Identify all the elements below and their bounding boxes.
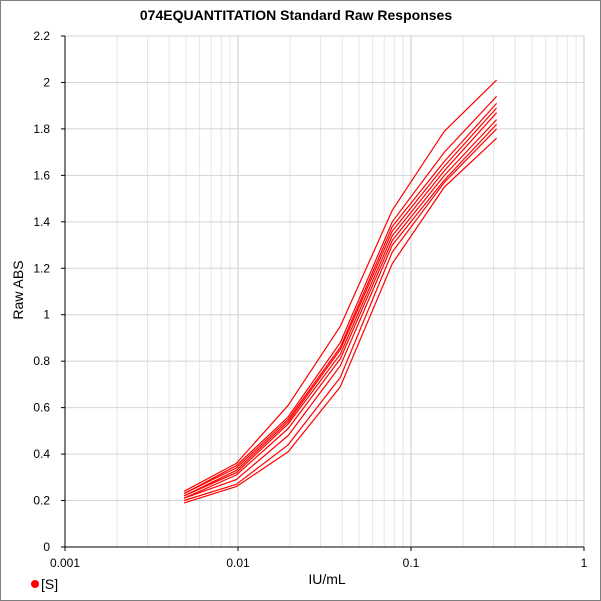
y-tick-label: 0: [43, 540, 50, 554]
y-tick-label: 2.2: [33, 29, 50, 43]
x-tick-label: 0.1: [403, 556, 420, 570]
y-axis-label: Raw ABS: [10, 260, 26, 319]
y-tick-label: 2: [43, 75, 50, 89]
y-tick-label: 1.6: [33, 168, 50, 182]
series-layer: [183, 79, 498, 504]
tick-labels: 0 0.2 0.4 0.6 0.8 1 1.2 1.4 1.6 1.8 2 2.2 0.001 0.01 0…: [33, 29, 587, 570]
y-tick-label: 1: [43, 308, 50, 322]
x-tick-label: 1: [581, 556, 588, 570]
y-tick-label: 0.2: [33, 494, 50, 508]
minor-grid: [116, 36, 577, 547]
x-tick-label: 0.001: [50, 556, 80, 570]
legend-marker: [31, 580, 39, 588]
series-line-3: [183, 123, 498, 499]
series-line-6: [183, 107, 498, 497]
series-line-9: [183, 79, 498, 492]
y-tick-label: 0.6: [33, 401, 50, 415]
series-line-7: [183, 102, 498, 495]
series-line-1: [183, 137, 498, 504]
x-tick-label: 0.01: [226, 556, 250, 570]
y-tick-label: 1.4: [33, 215, 50, 229]
x-axis-label: IU/mL: [308, 571, 346, 587]
chart-title: 074EQUANTITATION Standard Raw Responses: [140, 7, 452, 23]
plot-area: [65, 36, 584, 547]
series-line-8: [183, 95, 498, 495]
y-tick-label: 1.8: [33, 122, 50, 136]
legend[interactable]: [S]: [31, 576, 58, 592]
axes-layer: [61, 35, 585, 551]
y-tick-label: 1.2: [33, 261, 50, 275]
series-line-4: [183, 119, 498, 499]
series-line-2: [183, 128, 498, 502]
y-tick-label: 0.4: [33, 447, 50, 461]
series-line-5: [183, 112, 498, 497]
y-tick-label: 0.8: [33, 354, 50, 368]
legend-label: [S]: [41, 576, 58, 592]
